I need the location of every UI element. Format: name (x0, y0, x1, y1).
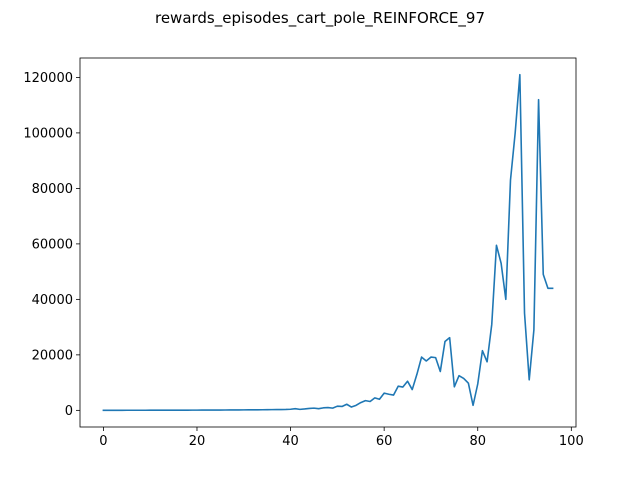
y-tick-label: 120000 (23, 71, 73, 86)
y-tick-label: 20000 (32, 348, 73, 363)
y-tick-label: 0 (65, 404, 73, 419)
y-tick-label: 100000 (23, 126, 73, 141)
axes-frame (79, 57, 577, 428)
x-tick-label: 80 (469, 434, 486, 449)
y-tick-label: 80000 (32, 182, 73, 197)
x-tick-label: 60 (376, 434, 393, 449)
series-line (102, 73, 554, 412)
x-tick-label: 100 (559, 434, 584, 449)
x-tick-label: 20 (189, 434, 206, 449)
x-tick-label: 40 (282, 434, 299, 449)
x-tick-label: 0 (99, 434, 107, 449)
chart-title: rewards_episodes_cart_pole_REINFORCE_97 (155, 9, 485, 28)
series-layer (102, 73, 554, 412)
y-tick-label: 40000 (32, 293, 73, 308)
ticks-layer: 0 20 40 60 80 100 0 20000 40000 60000 80000 100000 1… (23, 71, 583, 449)
y-tick-label: 60000 (32, 237, 73, 252)
